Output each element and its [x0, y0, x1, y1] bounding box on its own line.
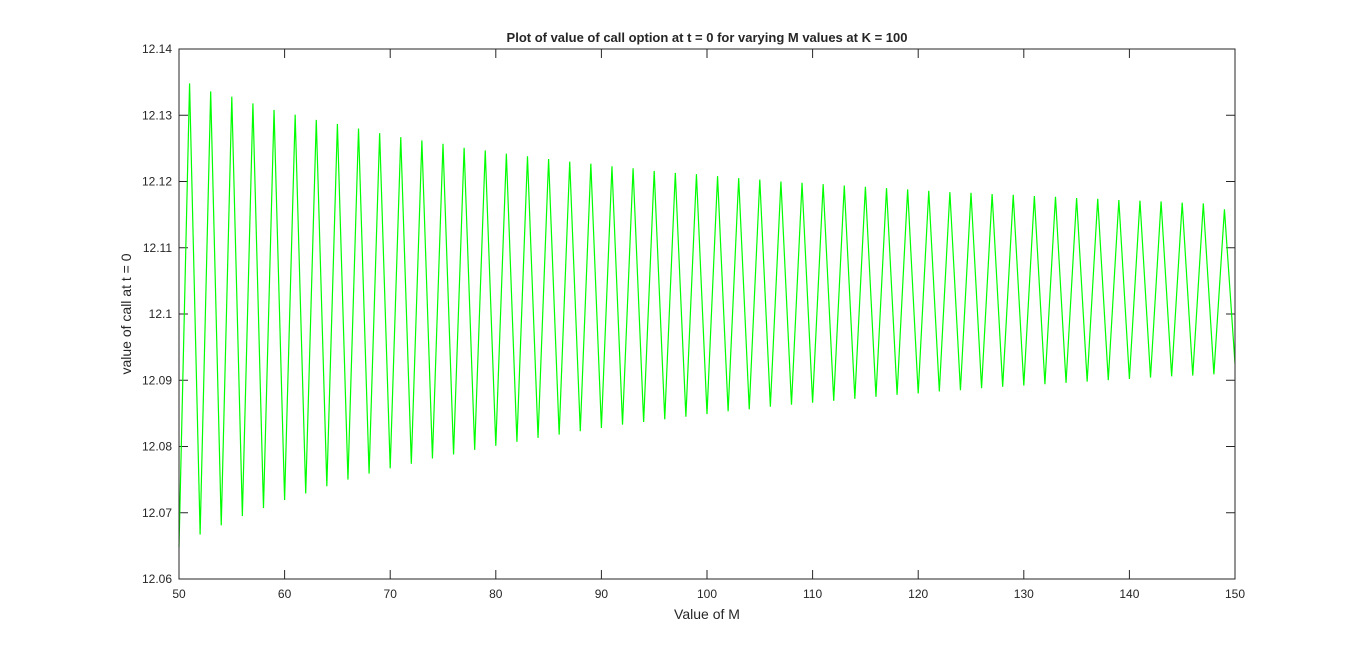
plot-area: [179, 49, 1235, 579]
x-tick-label: 50: [172, 587, 186, 601]
chart-title: Plot of value of call option at t = 0 fo…: [507, 30, 908, 45]
y-tick-label: 12.14: [142, 42, 172, 56]
y-tick-label: 12.08: [142, 440, 172, 454]
y-tick-label: 12.13: [142, 108, 172, 122]
y-tick-label: 12.11: [143, 241, 172, 255]
x-tick-label: 80: [489, 587, 503, 601]
x-tick-label: 140: [1119, 587, 1139, 601]
x-tick-label: 130: [1014, 587, 1034, 601]
x-tick-label: 100: [697, 587, 717, 601]
y-tick-label: 12.09: [142, 373, 172, 387]
series-line: [178, 83, 1236, 548]
y-tick-label: 12.1: [149, 307, 173, 321]
x-tick-label: 70: [384, 587, 398, 601]
y-tick-label: 12.07: [142, 506, 172, 520]
y-tick-label: 12.06: [142, 572, 172, 586]
plot-frame: [178, 48, 1236, 580]
x-tick-label: 110: [803, 587, 822, 601]
series-layer: [178, 83, 1236, 548]
x-tick-label: 90: [595, 587, 609, 601]
x-tick-label: 60: [278, 587, 292, 601]
x-tick-label: 120: [908, 587, 928, 601]
x-tick-label: 150: [1225, 587, 1245, 601]
y-axis-label: value of call at t = 0: [118, 253, 134, 374]
axis-ticks: 50 60 70 80 90 100 110 120 130 140 150 12.06 12.07 12…: [142, 42, 1245, 601]
y-tick-label: 12.12: [142, 175, 172, 189]
x-axis-label: Value of M: [674, 606, 740, 622]
